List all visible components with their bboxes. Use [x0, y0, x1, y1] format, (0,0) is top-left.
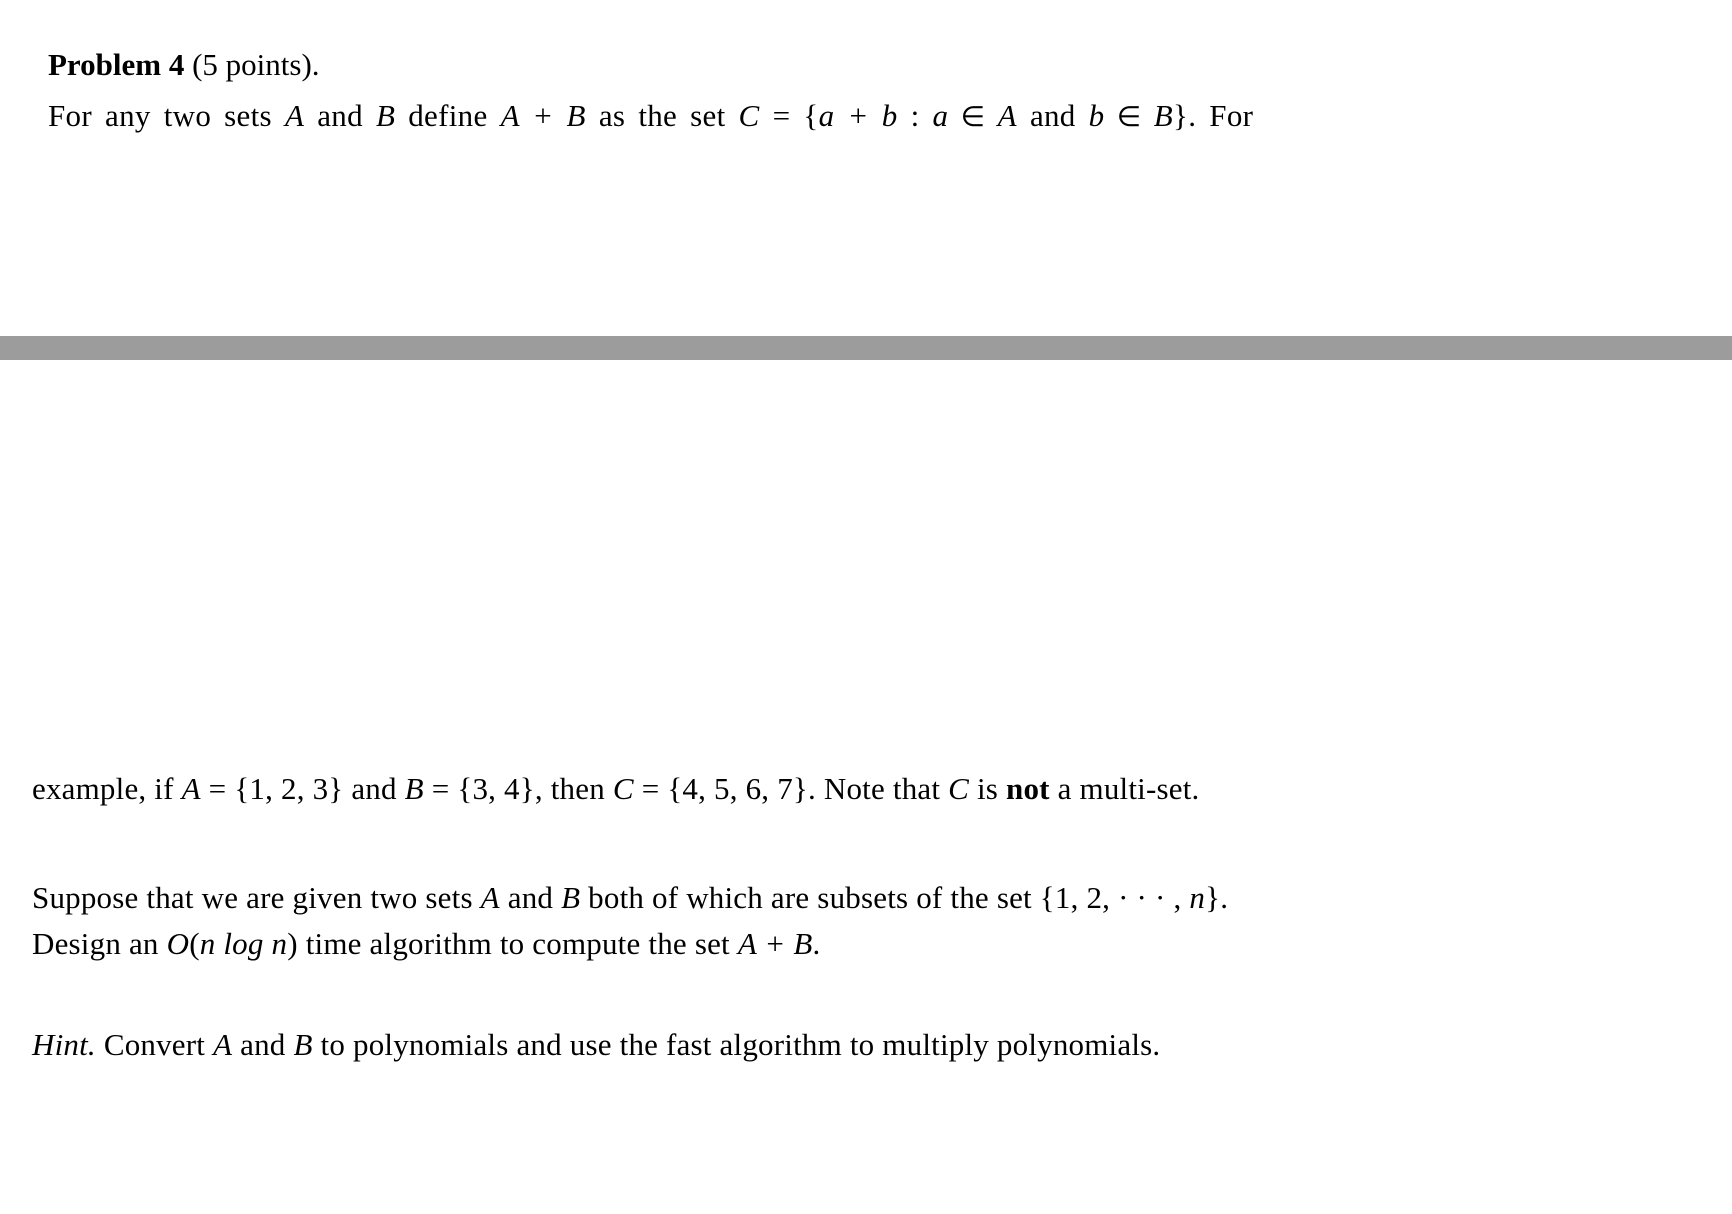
math-B: B [293, 1027, 312, 1062]
math-B: B [376, 98, 395, 133]
text: . For [1188, 98, 1253, 133]
paragraph-example: example, if A = {1, 2, 3} and B = {3, 4}… [32, 766, 1684, 813]
math-a: a [933, 98, 949, 133]
math-B: B [561, 880, 580, 915]
element-of: ∈ [1104, 102, 1153, 133]
math-AplusB: A + B [501, 98, 586, 133]
text: both of which are subsets of the set {1,… [580, 880, 1189, 915]
text: }. [1205, 880, 1228, 915]
text: = {3, 4}, then [424, 771, 613, 806]
math-C: C [739, 98, 760, 133]
paragraph-suppose: Suppose that we are given two sets A and… [32, 875, 1684, 968]
math-n: n [1189, 880, 1205, 915]
text: and [500, 880, 561, 915]
text: Convert [96, 1027, 213, 1062]
math-A: A [998, 98, 1017, 133]
hint-label: Hint. [32, 1027, 96, 1062]
math-C: C [948, 771, 969, 806]
paragraph-definition: For any two sets A and B define A + B as… [48, 93, 1684, 140]
line-1: Suppose that we are given two sets A and… [32, 875, 1684, 922]
math-A: A [285, 98, 304, 133]
line-2: Design an O(n log n) time algorithm to c… [32, 921, 1684, 968]
text: For any two sets [48, 98, 285, 133]
brace-open: { [803, 98, 818, 133]
math-nlogn: n log n [200, 926, 288, 961]
math-b: b [1089, 98, 1105, 133]
text: . [813, 926, 821, 961]
paragraph-hint: Hint. Convert A and B to polynomials and… [32, 1022, 1684, 1069]
text: define [395, 98, 500, 133]
math-C: C [613, 771, 634, 806]
text: = [760, 98, 804, 133]
text: = {4, 5, 6, 7}. Note that [634, 771, 948, 806]
text: ) time algorithm to compute the set [287, 926, 738, 961]
text: Suppose that we are given two sets [32, 880, 481, 915]
math-A: A [481, 880, 500, 915]
emphasis-not: not [1006, 771, 1050, 806]
text: and [1017, 98, 1089, 133]
text: a multi-set. [1050, 771, 1200, 806]
math-A: A [213, 1027, 232, 1062]
math-B: B [405, 771, 424, 806]
math-aplusb: a + b [819, 98, 898, 133]
math-A: A [182, 771, 201, 806]
text: Design an [32, 926, 167, 961]
text: as the set [586, 98, 739, 133]
text: = {1, 2, 3} and [201, 771, 405, 806]
paren-open: ( [189, 926, 200, 961]
text: and [304, 98, 376, 133]
problem-label: Problem 4 [48, 47, 184, 82]
text: to polynomials and use the fast algorith… [313, 1027, 1161, 1062]
text: is [969, 771, 1006, 806]
text: example, if [32, 771, 182, 806]
brace-close: } [1173, 98, 1188, 133]
math-O: O [167, 926, 190, 961]
page-divider [0, 336, 1732, 360]
math-AplusB: A + B [738, 926, 813, 961]
element-of: ∈ [948, 102, 997, 133]
math-B: B [1154, 98, 1173, 133]
text: and [232, 1027, 293, 1062]
problem-header: Problem 4 (5 points). [48, 42, 1684, 89]
colon: : [898, 98, 933, 133]
problem-points: (5 points). [192, 47, 319, 82]
